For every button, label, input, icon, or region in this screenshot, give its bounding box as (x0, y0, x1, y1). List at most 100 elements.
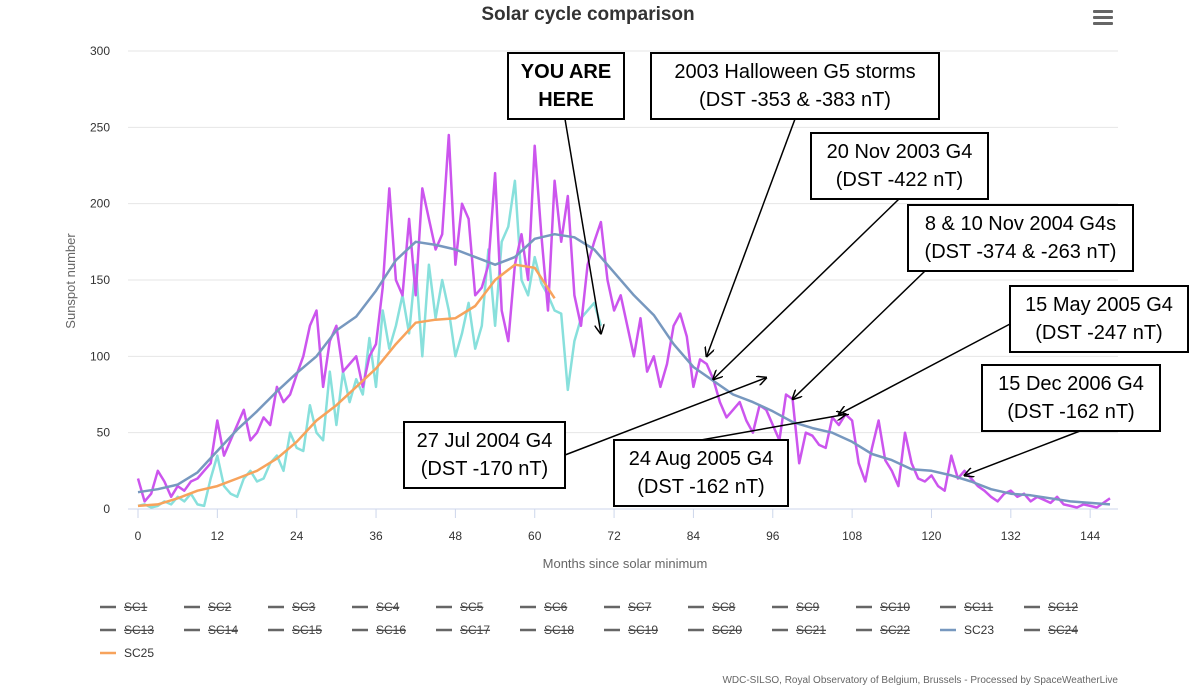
legend-item-sc18[interactable]: SC18 (520, 623, 574, 637)
legend-label: SC1 (124, 600, 148, 614)
legend-item-sc12[interactable]: SC12 (1024, 600, 1078, 614)
legend-item-sc16[interactable]: SC16 (352, 623, 406, 637)
x-axis-title: Months since solar minimum (543, 556, 708, 571)
annotation-text: (DST -422 nT) (836, 169, 963, 191)
y-axis-title: Sunspot number (63, 233, 78, 329)
annotation-text: YOU ARE (521, 61, 611, 83)
legend-label: SC6 (544, 600, 568, 614)
legend-item-sc22[interactable]: SC22 (856, 623, 910, 637)
legend-label: SC13 (124, 623, 154, 637)
x-tick-label: 84 (687, 529, 701, 543)
legend-item-sc19[interactable]: SC19 (604, 623, 658, 637)
annotation-text: 20 Nov 2003 G4 (827, 141, 973, 163)
legend-item-sc8[interactable]: SC8 (688, 600, 736, 614)
legend-label: SC25 (124, 646, 154, 660)
legend-item-sc9[interactable]: SC9 (772, 600, 820, 614)
annotation-arrow (793, 270, 926, 399)
legend-item-sc10[interactable]: SC10 (856, 600, 910, 614)
legend-item-sc2[interactable]: SC2 (184, 600, 232, 614)
legend-label: SC17 (460, 623, 490, 637)
legend-item-sc7[interactable]: SC7 (604, 600, 652, 614)
chart-menu-button[interactable] (1088, 4, 1118, 30)
series-sc23-monthly-line[interactable] (136, 133, 1111, 509)
legend-item-sc17[interactable]: SC17 (436, 623, 490, 637)
hamburger-menu-icon-bar (1093, 22, 1113, 25)
y-tick-label: 250 (90, 120, 110, 134)
x-tick-label: 120 (921, 529, 941, 543)
legend-label: SC15 (292, 623, 322, 637)
legend-label: SC16 (376, 623, 406, 637)
y-tick-label: 200 (90, 197, 110, 211)
annotation-arrow (713, 198, 900, 379)
legend-item-sc1[interactable]: SC1 (100, 600, 148, 614)
legend-label: SC3 (292, 600, 316, 614)
annotation-box (650, 52, 940, 120)
legend-item-sc15[interactable]: SC15 (268, 623, 322, 637)
annotation-text: (DST -162 nT) (637, 476, 764, 498)
annotation-box (810, 132, 989, 200)
x-tick-label: 144 (1080, 529, 1100, 543)
annotation-text: (DST -162 nT) (1007, 401, 1134, 423)
series-sc25-monthly-line[interactable] (137, 179, 603, 509)
legend-item-sc20[interactable]: SC20 (688, 623, 742, 637)
series-sc25-smoothed-line[interactable] (137, 263, 556, 508)
y-tick-label: 100 (90, 349, 110, 363)
legend-label: SC19 (628, 623, 658, 637)
x-tick-label: 36 (369, 529, 383, 543)
credits-link[interactable]: WDC-SILSO, Royal Observatory of Belgium,… (722, 675, 1118, 686)
annotation-box (981, 364, 1161, 432)
annotation-arrow (839, 323, 1011, 414)
legend-label: SC2 (208, 600, 232, 614)
annotation-text: (DST -247 nT) (1035, 322, 1162, 344)
annotation-arrow (564, 378, 766, 456)
legend-label: SC20 (712, 623, 742, 637)
y-tick-label: 300 (90, 44, 110, 58)
annotation-text: (DST -374 & -263 nT) (925, 241, 1117, 263)
annotation-text: 15 Dec 2006 G4 (998, 373, 1144, 395)
legend-label: SC4 (376, 600, 400, 614)
legend-item-sc24[interactable]: SC24 (1024, 623, 1078, 637)
legend-label: SC8 (712, 600, 736, 614)
hamburger-menu-icon (1093, 10, 1113, 13)
y-tick-label: 150 (90, 273, 110, 287)
y-tick-label: 0 (103, 502, 110, 516)
legend-label: SC14 (208, 623, 238, 637)
x-axis-ticks: 0 12 24 36 48 60 72 84 96 108 120 132 144 (135, 509, 1100, 543)
legend-label: SC5 (460, 600, 484, 614)
annotation-text: 8 & 10 Nov 2004 G4s (925, 213, 1116, 235)
x-tick-label: 12 (211, 529, 225, 543)
x-tick-label: 48 (449, 529, 463, 543)
legend-item-sc11[interactable]: SC11 (940, 600, 993, 614)
legend-item-sc23[interactable]: SC23 (940, 623, 994, 637)
legend-item-sc6[interactable]: SC6 (520, 600, 568, 614)
legend-label: SC9 (796, 600, 820, 614)
legend-item-sc3[interactable]: SC3 (268, 600, 316, 614)
hamburger-menu-icon-bar (1093, 16, 1113, 19)
annotation-box (1009, 285, 1189, 353)
annotation-arrow (700, 414, 846, 441)
legend-item-sc21[interactable]: SC21 (772, 623, 826, 637)
legend-item-sc5[interactable]: SC5 (436, 600, 484, 614)
legend-item-sc13[interactable]: SC13 (100, 623, 154, 637)
annotation-text: 2003 Halloween G5 storms (674, 61, 915, 83)
legend-label: SC18 (544, 623, 574, 637)
x-tick-label: 96 (766, 529, 780, 543)
annotation-text: 27 Jul 2004 G4 (417, 430, 553, 452)
grid-lines (128, 50, 1118, 510)
x-tick-label: 60 (528, 529, 542, 543)
annotation-box (403, 421, 566, 489)
annotation-arrow (965, 430, 1081, 475)
legend-label: SC12 (1048, 600, 1078, 614)
series-sc23-smoothed-line[interactable] (137, 232, 1111, 506)
legend-item-sc14[interactable]: SC14 (184, 623, 238, 637)
x-tick-label: 132 (1001, 529, 1021, 543)
y-tick-label: 50 (97, 426, 111, 440)
annotation-box (613, 439, 789, 507)
annotation-text: HERE (538, 89, 594, 111)
x-tick-label: 108 (842, 529, 862, 543)
legend-label: SC21 (796, 623, 826, 637)
legend-item-sc25[interactable]: SC25 (100, 646, 154, 660)
legend-item-sc4[interactable]: SC4 (352, 600, 400, 614)
legend-label: SC7 (628, 600, 652, 614)
